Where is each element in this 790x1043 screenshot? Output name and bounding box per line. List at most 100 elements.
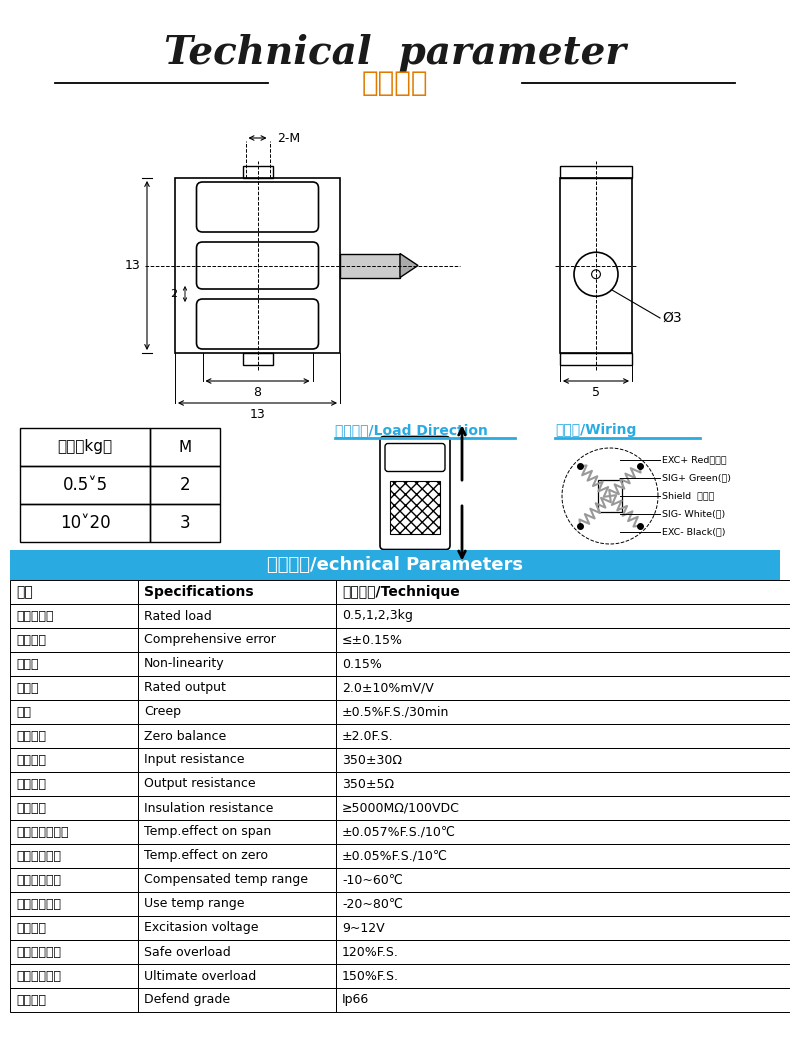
Bar [138, 580, 336, 604]
Text: 技术指标/Technique: 技术指标/Technique [342, 585, 460, 599]
Text: 2.0±10%mV/V: 2.0±10%mV/V [342, 681, 434, 695]
Text: ≤±0.15%: ≤±0.15% [342, 633, 403, 647]
Bar [138, 676, 336, 700]
Bar [20, 428, 150, 466]
Bar [175, 178, 340, 353]
Text: 输出阻抗: 输出阻抗 [16, 777, 46, 791]
Bar [10, 940, 138, 964]
Text: 13: 13 [125, 259, 141, 272]
Bar [336, 748, 790, 772]
Text: ±0.5%F.S./30min: ±0.5%F.S./30min [342, 705, 450, 719]
Text: 灵敏度温度影响: 灵敏度温度影响 [16, 825, 69, 839]
Text: Specifications: Specifications [144, 585, 254, 599]
Bar [390, 481, 440, 534]
Bar [138, 700, 336, 724]
Text: 参数: 参数 [16, 585, 32, 599]
Bar [336, 868, 790, 892]
Bar [138, 964, 336, 988]
Text: Compensated temp range: Compensated temp range [144, 873, 308, 887]
Text: 防护等级: 防护等级 [16, 994, 46, 1006]
Bar [138, 724, 336, 748]
Bar [10, 676, 138, 700]
Text: 120%F.S.: 120%F.S. [342, 946, 399, 959]
Polygon shape [400, 253, 418, 277]
Text: 蛠变: 蛠变 [16, 705, 31, 719]
Text: Ultimate overload: Ultimate overload [144, 970, 256, 983]
Bar [243, 166, 273, 178]
Text: 2: 2 [179, 476, 190, 494]
Bar [336, 676, 790, 700]
Bar [336, 892, 790, 916]
Text: 零点输出: 零点输出 [16, 729, 46, 743]
Text: 350±30Ω: 350±30Ω [342, 753, 402, 767]
Text: ±2.0F.S.: ±2.0F.S. [342, 729, 393, 743]
Bar [10, 724, 138, 748]
Text: Defend grade: Defend grade [144, 994, 230, 1006]
Bar [10, 868, 138, 892]
Bar [138, 868, 336, 892]
Bar [340, 253, 400, 277]
Bar [336, 652, 790, 676]
Text: Shield  屏蔽线: Shield 屏蔽线 [662, 491, 714, 501]
Text: M: M [179, 439, 191, 455]
Text: Safe overload: Safe overload [144, 946, 231, 959]
Text: 温度补偶范围: 温度补偶范围 [16, 873, 61, 887]
Text: 技术参数: 技术参数 [362, 69, 428, 97]
Text: SIG+ Green(绿): SIG+ Green(绿) [662, 474, 731, 483]
Text: 绝缘电阵: 绝缘电阵 [16, 801, 46, 815]
Text: 非线性: 非线性 [16, 657, 39, 671]
Bar [138, 940, 336, 964]
Text: 传感器量程: 传感器量程 [16, 609, 54, 623]
Text: 接线图/Wiring: 接线图/Wiring [555, 423, 637, 437]
Bar [138, 916, 336, 940]
Bar [150, 428, 220, 466]
Text: ±0.057%F.S./10℃: ±0.057%F.S./10℃ [342, 825, 456, 839]
Bar [560, 166, 632, 178]
Bar [20, 466, 150, 504]
Bar [10, 580, 138, 604]
Bar [10, 700, 138, 724]
Text: 受力方式/Load Direction: 受力方式/Load Direction [335, 423, 488, 437]
Text: 5: 5 [592, 387, 600, 399]
Text: EXC+ Red（红）: EXC+ Red（红） [662, 456, 727, 464]
Text: 极限过载范围: 极限过载范围 [16, 970, 61, 983]
Text: ±0.05%F.S./10℃: ±0.05%F.S./10℃ [342, 849, 448, 863]
Bar [560, 353, 632, 365]
Text: -10~60℃: -10~60℃ [342, 873, 403, 887]
Text: EXC- Black(黑): EXC- Black(黑) [662, 528, 725, 536]
Text: 0.15%: 0.15% [342, 657, 382, 671]
Bar [10, 772, 138, 796]
Text: Rated load: Rated load [144, 609, 212, 623]
Text: 使用温度范围: 使用温度范围 [16, 897, 61, 911]
Bar [598, 480, 622, 512]
Text: Rated output: Rated output [144, 681, 226, 695]
Bar [10, 988, 138, 1012]
Text: 350±5Ω: 350±5Ω [342, 777, 394, 791]
Text: SIG- White(白): SIG- White(白) [662, 509, 725, 518]
Bar [336, 700, 790, 724]
Bar [138, 772, 336, 796]
Text: ≥5000MΩ/100VDC: ≥5000MΩ/100VDC [342, 801, 460, 815]
Bar [336, 604, 790, 628]
Bar [336, 964, 790, 988]
Text: 13: 13 [250, 409, 265, 421]
Bar [10, 628, 138, 652]
Bar [336, 916, 790, 940]
Text: Use temp range: Use temp range [144, 897, 244, 911]
Text: 8: 8 [254, 387, 261, 399]
Text: 3: 3 [179, 514, 190, 532]
Bar [10, 844, 138, 868]
Bar [336, 628, 790, 652]
Bar [138, 892, 336, 916]
Text: Technical  parameter: Technical parameter [164, 34, 626, 72]
Bar [560, 178, 632, 353]
Bar [10, 604, 138, 628]
Bar [10, 550, 780, 580]
Bar [10, 796, 138, 820]
Text: 灵敏度: 灵敏度 [16, 681, 39, 695]
Text: 150%F.S.: 150%F.S. [342, 970, 399, 983]
Text: Creep: Creep [144, 705, 181, 719]
Text: Temp.effect on span: Temp.effect on span [144, 825, 271, 839]
Text: 9~12V: 9~12V [342, 922, 385, 935]
Bar [243, 353, 273, 365]
